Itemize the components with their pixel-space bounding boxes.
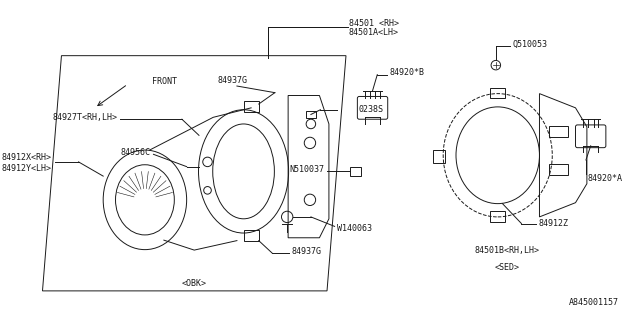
Text: W140063: W140063: [337, 224, 372, 233]
Text: 84956C: 84956C: [120, 148, 150, 157]
Text: 84912Y<LH>: 84912Y<LH>: [2, 164, 52, 173]
Text: 84912X<RH>: 84912X<RH>: [2, 153, 52, 162]
Text: FRONT: FRONT: [152, 77, 177, 86]
Text: 84912Z: 84912Z: [538, 219, 568, 228]
Text: 84501 <RH>: 84501 <RH>: [349, 19, 399, 28]
Text: 84501B<RH,LH>: 84501B<RH,LH>: [475, 246, 540, 255]
Text: A845001157: A845001157: [569, 298, 619, 307]
Text: N510037: N510037: [289, 165, 324, 174]
Text: <SED>: <SED>: [495, 263, 520, 272]
Text: 84920*A: 84920*A: [588, 174, 623, 183]
Text: 84927T<RH,LH>: 84927T<RH,LH>: [52, 113, 117, 122]
Text: 84920*B: 84920*B: [390, 68, 424, 77]
Text: 84501A<LH>: 84501A<LH>: [349, 28, 399, 37]
Text: 0238S: 0238S: [358, 105, 383, 114]
Text: <OBK>: <OBK>: [182, 279, 207, 288]
Text: 84937G: 84937G: [217, 76, 247, 85]
Text: Q510053: Q510053: [513, 40, 548, 49]
Text: 84937G: 84937G: [292, 247, 322, 257]
